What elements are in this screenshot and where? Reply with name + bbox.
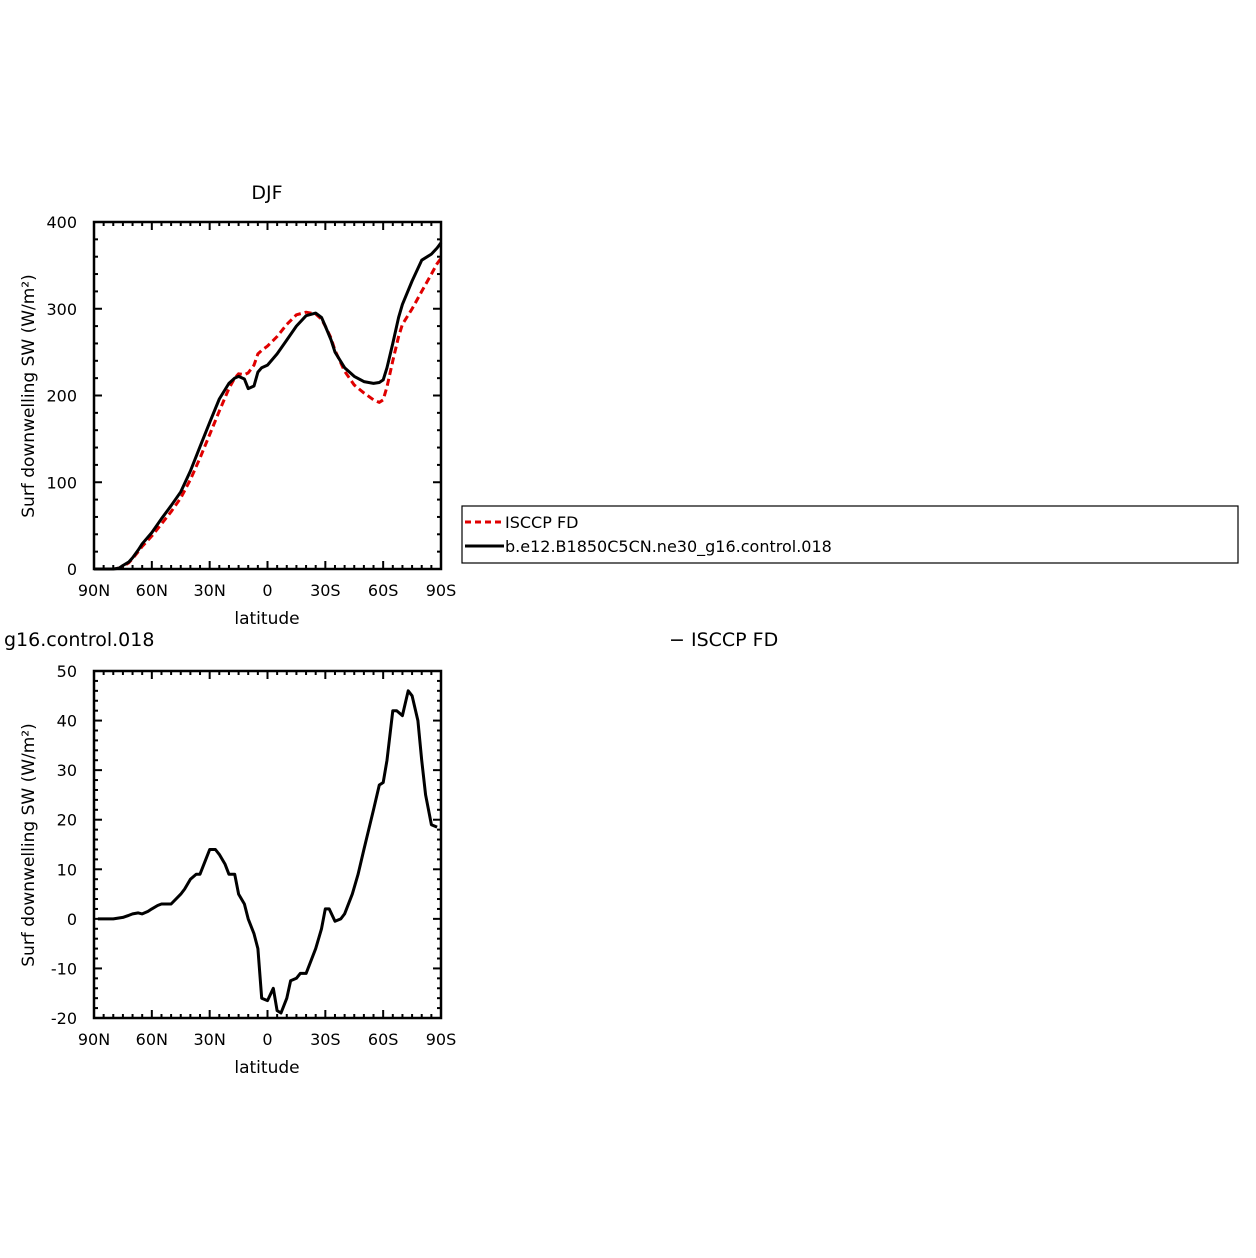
y-tick-label: -10 bbox=[51, 959, 77, 978]
x-tick-label: 60S bbox=[368, 1030, 399, 1049]
y-tick-label: 200 bbox=[46, 387, 77, 406]
bottom-panel-difference: g16.control.018 − ISCCP FD Surf downwell… bbox=[4, 629, 778, 1078]
series-layer bbox=[97, 689, 438, 1015]
y-tick-label: 0 bbox=[67, 560, 77, 579]
x-tick-label: 30S bbox=[310, 1030, 341, 1049]
panel-title-right: − ISCCP FD bbox=[669, 629, 778, 651]
tick-marks bbox=[93, 221, 442, 570]
top-panel-djf: DJF Surf downwelling SW (W/m²) latitude … bbox=[19, 182, 456, 629]
y-tick-label: 50 bbox=[57, 662, 77, 681]
legend: ISCCP FD b.e12.B1850C5CN.ne30_g16.contro… bbox=[461, 505, 1239, 564]
y-tick-label: 400 bbox=[46, 213, 77, 232]
x-tick-label: 90N bbox=[78, 581, 110, 600]
y-tick-label: 300 bbox=[46, 300, 77, 319]
y-tick-label: 40 bbox=[57, 712, 77, 731]
x-tick-label: 30N bbox=[194, 581, 226, 600]
x-tick-label: 0 bbox=[262, 581, 272, 600]
x-tick-label: 90S bbox=[426, 1030, 457, 1049]
y-axis-label: Surf downwelling SW (W/m²) bbox=[19, 274, 39, 518]
legend-label-model: b.e12.B1850C5CN.ne30_g16.control.018 bbox=[505, 537, 832, 557]
y-tick-label: -20 bbox=[51, 1009, 77, 1028]
series-layer bbox=[94, 241, 443, 571]
tick-marks bbox=[93, 670, 442, 1019]
x-axis-label: latitude bbox=[234, 1058, 299, 1078]
plot-frame bbox=[92, 669, 443, 1020]
x-tick-label: 30S bbox=[310, 581, 341, 600]
legend-label-isccp: ISCCP FD bbox=[505, 513, 578, 532]
series-line-0 bbox=[94, 257, 443, 571]
series-line-0 bbox=[97, 689, 438, 1015]
y-tick-label: 20 bbox=[57, 811, 77, 830]
x-tick-label: 60N bbox=[136, 581, 168, 600]
x-tick-label: 90N bbox=[78, 1030, 110, 1049]
y-tick-labels: 0 100 200 300 400 bbox=[46, 213, 77, 579]
x-tick-labels: 90N 60N 30N 0 30S 60S 90S bbox=[78, 1030, 456, 1049]
x-tick-label: 90S bbox=[426, 581, 457, 600]
series-line-1 bbox=[94, 241, 443, 571]
y-tick-label: 30 bbox=[57, 761, 77, 780]
y-tick-label: 0 bbox=[67, 910, 77, 929]
y-tick-label: 100 bbox=[46, 473, 77, 492]
legend-box bbox=[461, 505, 1239, 564]
x-axis-label: latitude bbox=[234, 609, 299, 629]
panel-title: g16.control.018 bbox=[4, 629, 154, 651]
y-tick-label: 10 bbox=[57, 860, 77, 879]
x-tick-label: 60S bbox=[368, 581, 399, 600]
x-tick-label: 60N bbox=[136, 1030, 168, 1049]
plot-frame bbox=[92, 220, 443, 571]
x-tick-labels: 90N 60N 30N 0 30S 60S 90S bbox=[78, 581, 456, 600]
x-tick-label: 0 bbox=[262, 1030, 272, 1049]
x-tick-label: 30N bbox=[194, 1030, 226, 1049]
y-axis-label: Surf downwelling SW (W/m²) bbox=[19, 723, 39, 967]
panel-title: DJF bbox=[251, 182, 282, 204]
y-tick-labels: -20 -10 0 10 20 30 40 50 bbox=[51, 662, 77, 1028]
